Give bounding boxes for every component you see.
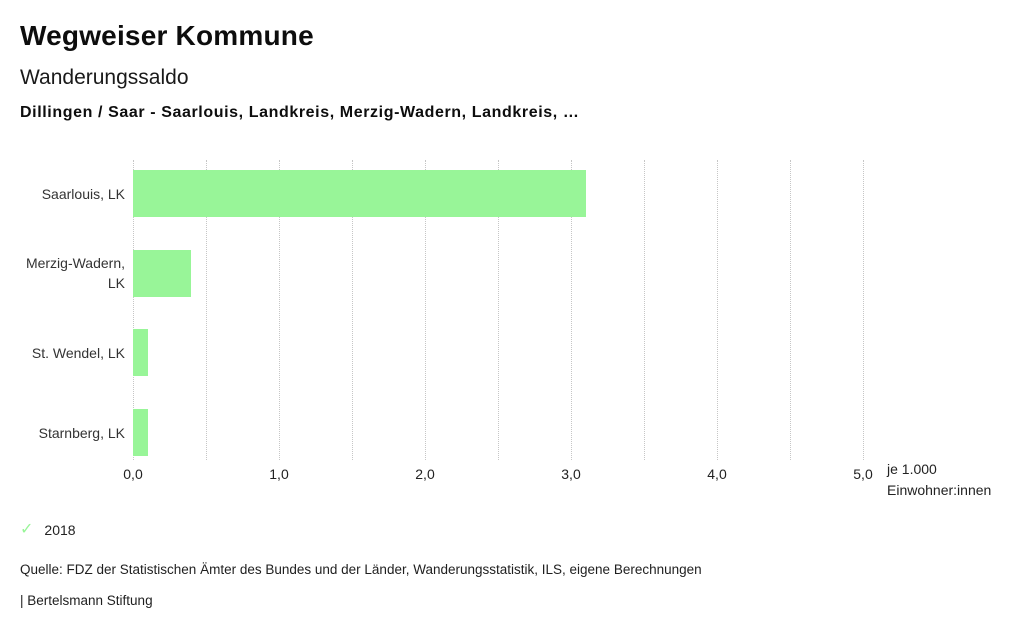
gridline bbox=[644, 160, 645, 460]
x-axis-tick-labels: 0,0 1,0 2,0 3,0 4,0 5,0 bbox=[123, 466, 872, 484]
x-tick-label: 1,0 bbox=[269, 466, 289, 482]
gridline bbox=[717, 160, 718, 460]
chart-title: Wanderungssaldo bbox=[20, 66, 189, 89]
gridline bbox=[498, 160, 499, 460]
x-tick-label: 0,0 bbox=[123, 466, 143, 482]
x-axis-unit-label: je 1.000 Einwohner:innen bbox=[887, 459, 991, 501]
gridline bbox=[352, 160, 353, 460]
attribution-text: | Bertelsmann Stiftung bbox=[20, 593, 153, 608]
category-label: Merzig-Wadern, LK bbox=[25, 255, 125, 292]
bar-saarlouis-lk[interactable] bbox=[133, 170, 586, 217]
category-label: St. Wendel, LK bbox=[31, 344, 125, 361]
gridline bbox=[425, 160, 426, 460]
category-label: Saarlouis, LK bbox=[41, 185, 125, 202]
x-axis-unit-line1: je 1.000 bbox=[887, 461, 937, 477]
bar-merzig-wadern-lk[interactable] bbox=[133, 249, 192, 297]
app-title: Wegweiser Kommune bbox=[20, 20, 314, 51]
source-text: Quelle: FDZ der Statistischen Ämter des … bbox=[20, 562, 702, 577]
gridline bbox=[571, 160, 572, 460]
gridline bbox=[790, 160, 791, 460]
gridline bbox=[863, 160, 864, 460]
plot-area bbox=[133, 160, 864, 460]
bar-starnberg-lk[interactable] bbox=[133, 409, 148, 457]
gridline bbox=[133, 160, 134, 460]
category-label: Starnberg, LK bbox=[38, 424, 125, 441]
x-tick-label: 2,0 bbox=[415, 466, 435, 482]
legend-label: 2018 bbox=[44, 522, 76, 538]
chart-subtitle: Dillingen / Saar - Saarlouis, Landkreis,… bbox=[20, 104, 580, 121]
x-tick-label: 5,0 bbox=[853, 466, 873, 482]
gridline bbox=[206, 160, 207, 460]
check-icon: ✓ bbox=[20, 521, 34, 538]
x-axis-unit-line2: Einwohner:innen bbox=[887, 482, 992, 498]
x-tick-label: 4,0 bbox=[707, 466, 727, 482]
bar-st-wendel-lk[interactable] bbox=[133, 329, 148, 377]
gridline bbox=[279, 160, 280, 460]
legend-item-2018[interactable]: ✓ 2018 bbox=[20, 521, 76, 539]
x-tick-label: 3,0 bbox=[561, 466, 581, 482]
category-axis-labels: Saarlouis, LK Merzig-Wadern, LK St. Wendel… bbox=[0, 160, 125, 460]
